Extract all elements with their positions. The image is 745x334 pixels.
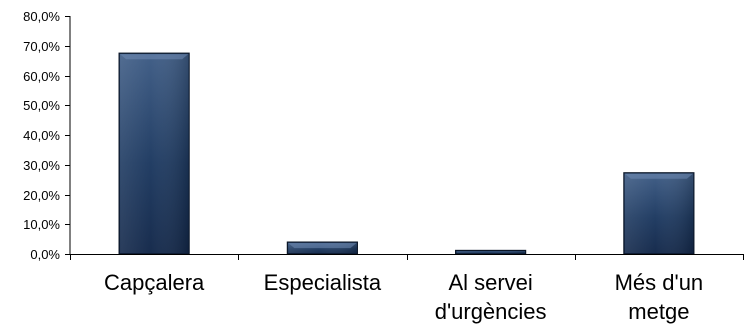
x-tick-label: Especialista [264,270,382,295]
x-tick-label-line: metge [628,299,689,324]
bar-group [623,172,695,255]
bar-shading [120,54,189,253]
x-axis: Capçalera Especialista Al servei d'urgèncie… [70,254,744,324]
bars [118,52,695,255]
y-tick-label: 30,0% [23,158,60,173]
bar-group [455,249,527,255]
y-tick-label: 80,0% [23,9,60,24]
y-tick-label: 50,0% [23,98,60,113]
y-tick-label: 20,0% [23,188,60,203]
x-tick-label-line: Capçalera [104,270,205,295]
y-axis: 0,0% 10,0% 20,0% 30,0% 40,0% 50,0% 60,0% 70,0% 8… [23,9,71,262]
y-tick-label: 70,0% [23,39,60,54]
bar-bevel [624,173,693,179]
x-tick-label: Al servei d'urgències [435,270,547,324]
x-tick-label-line: Al servei [448,270,532,295]
bar-group [118,52,190,255]
y-tick-label: 40,0% [23,128,60,143]
bar-group [286,241,358,255]
bar-bevel [120,54,189,60]
x-tick-label-line: Més d'un [615,270,704,295]
y-tick-label: 0,0% [30,247,60,262]
y-tick-label: 60,0% [23,69,60,84]
y-tick-label: 10,0% [23,217,60,232]
x-tick-label: Més d'un metge [615,270,704,324]
x-tick-label: Capçalera [104,270,205,295]
bar-bevel [288,243,357,249]
x-tick-label-line: d'urgències [435,299,547,324]
x-tick-label-line: Especialista [264,270,382,295]
bar-shading [624,173,693,253]
bar-shading [456,251,525,253]
